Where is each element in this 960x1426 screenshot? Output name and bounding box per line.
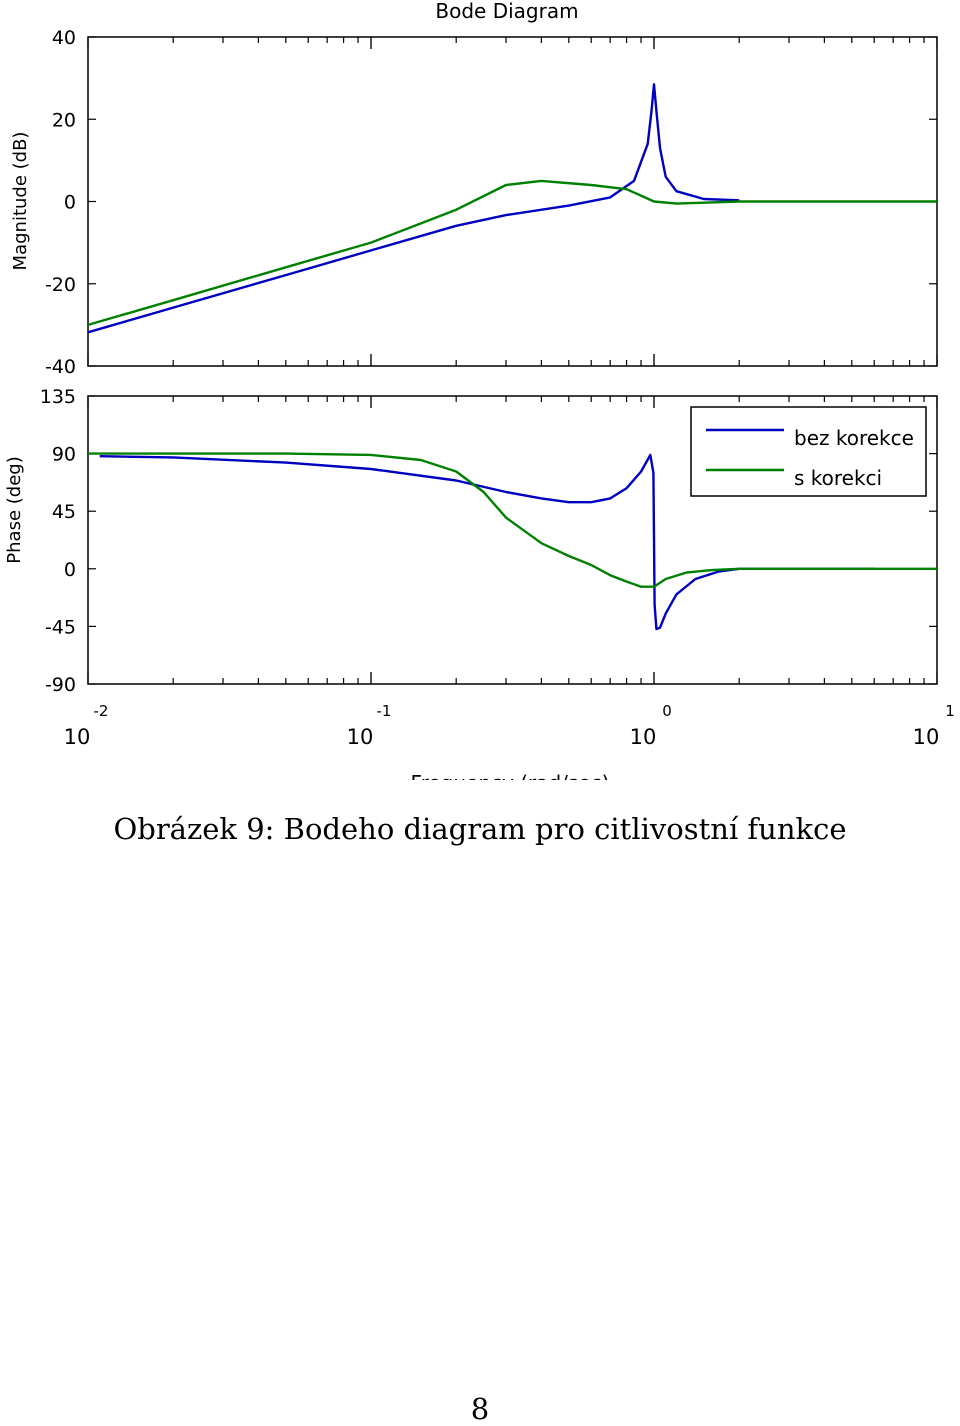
x-tick-label-base: 10 [347,725,374,749]
phase-y-tick-label: 90 [52,444,76,466]
magnitude-y-tick-label: 40 [52,27,76,49]
phase-y-tick-label: 45 [52,501,76,523]
x-tick-label-base: 10 [913,725,940,749]
phase-ylabel: Phase (deg) [4,456,25,563]
legend: bez korekce s korekci [690,406,927,497]
bode-figure: Bode Diagram 40 20 0 -20 -40 135 90 45 0 -45 -90 … [4,0,955,780]
magnitude-y-tick-label: 20 [52,109,76,131]
x-axis-label: Frequency (rad/sec) [411,771,610,780]
x-tick-label-exponent: 1 [945,702,955,720]
x-tick-label-exponent: 0 [662,702,672,720]
chart-title: Bode Diagram [435,0,578,23]
magnitude-y-tick-label: 0 [64,192,76,214]
phase-series-line-1 [99,453,875,631]
figure-caption: Obrázek 9: Bodeho diagram pro citlivostn… [113,812,847,846]
x-tick-label-exponent: -2 [94,702,109,720]
phase-y-tick-label: 135 [40,386,76,408]
x-tick-label-base: 10 [64,725,91,749]
magnitude-series-line-2 [87,179,937,327]
legend-box [690,406,927,497]
legend-entry-label: bez korekce [794,426,914,450]
x-tick-label-exponent: -1 [377,702,392,720]
page-number: 8 [470,1392,490,1426]
phase-y-tick-label: -90 [45,674,76,696]
magnitude-series-line-1 [87,83,740,334]
magnitude-ylabel: Magnitude (dB) [10,132,31,271]
magnitude-y-tick-label: -40 [45,356,76,378]
magnitude-axes: 40 20 0 -20 -40 [45,27,938,378]
magnitude-y-tick-label: -20 [45,274,76,296]
x-tick-label-base: 10 [630,725,657,749]
phase-y-tick-label: 0 [64,559,76,581]
phase-y-tick-label: -45 [45,616,76,638]
legend-entry-label: s korekci [794,466,882,490]
phase-series-line-2 [88,452,937,588]
